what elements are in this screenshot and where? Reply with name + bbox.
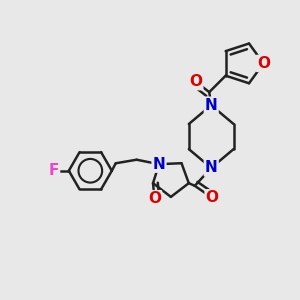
Text: O: O (257, 56, 270, 71)
Text: N: N (205, 98, 217, 113)
Text: F: F (49, 163, 59, 178)
Text: N: N (153, 157, 165, 172)
Text: O: O (206, 190, 219, 205)
Text: O: O (148, 191, 161, 206)
Text: O: O (189, 74, 202, 89)
Text: N: N (205, 160, 217, 175)
